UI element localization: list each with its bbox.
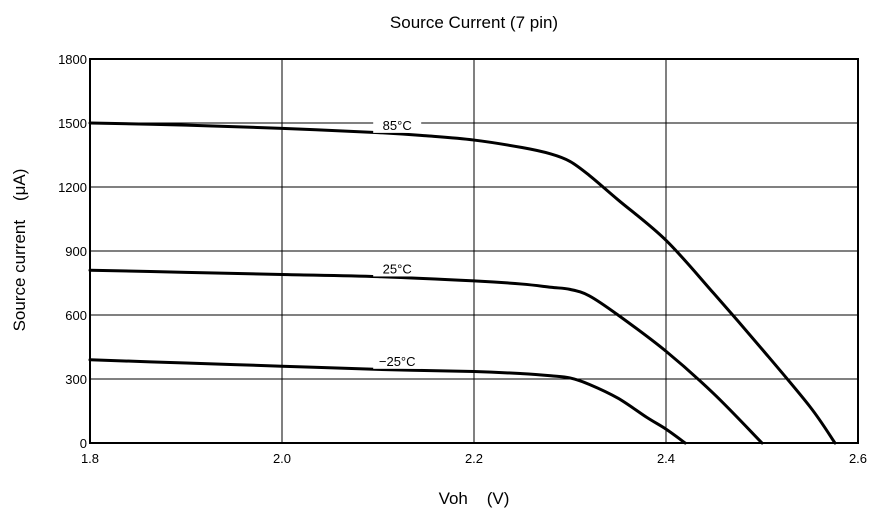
x-axis-title: Voh (V) <box>439 489 510 508</box>
curve-label: 25°C <box>383 261 412 276</box>
y-tick-label: 300 <box>65 372 87 387</box>
y-tick-label: 1200 <box>58 180 87 195</box>
x-tick-label: 1.8 <box>81 451 99 466</box>
curve-label-bg <box>373 118 422 133</box>
y-tick-labels: 0 300 600 900 1200 1500 1800 <box>58 52 87 451</box>
y-tick-label: 900 <box>65 244 87 259</box>
gridlines <box>89 58 859 444</box>
x-tick-labels: 1.8 2.0 2.2 2.4 2.6 <box>81 451 867 466</box>
data-curves <box>88 121 837 445</box>
x-tick-label: 2.6 <box>849 451 867 466</box>
y-axis-title: Source current (μA) <box>10 169 29 332</box>
y-tick-label: 1500 <box>58 116 87 131</box>
curve-series-0 <box>88 121 837 445</box>
x-tick-label: 2.0 <box>273 451 291 466</box>
x-tick-label: 2.4 <box>657 451 675 466</box>
curve-label: −25°C <box>379 354 416 369</box>
plot-frame <box>89 58 859 444</box>
curve-label-bg <box>373 354 422 369</box>
curve-series-2 <box>88 358 687 445</box>
curve-labels: 85°C 25°C −25°C <box>373 118 422 369</box>
chart-title: Source Current (7 pin) <box>390 13 558 32</box>
curve-series-1 <box>88 268 764 445</box>
y-tick-label: 1800 <box>58 52 87 67</box>
x-tick-label: 2.2 <box>465 451 483 466</box>
y-tick-label: 0 <box>80 436 87 451</box>
y-tick-label: 600 <box>65 308 87 323</box>
curve-label: 85°C <box>383 118 412 133</box>
curve-label-bg <box>373 262 422 277</box>
